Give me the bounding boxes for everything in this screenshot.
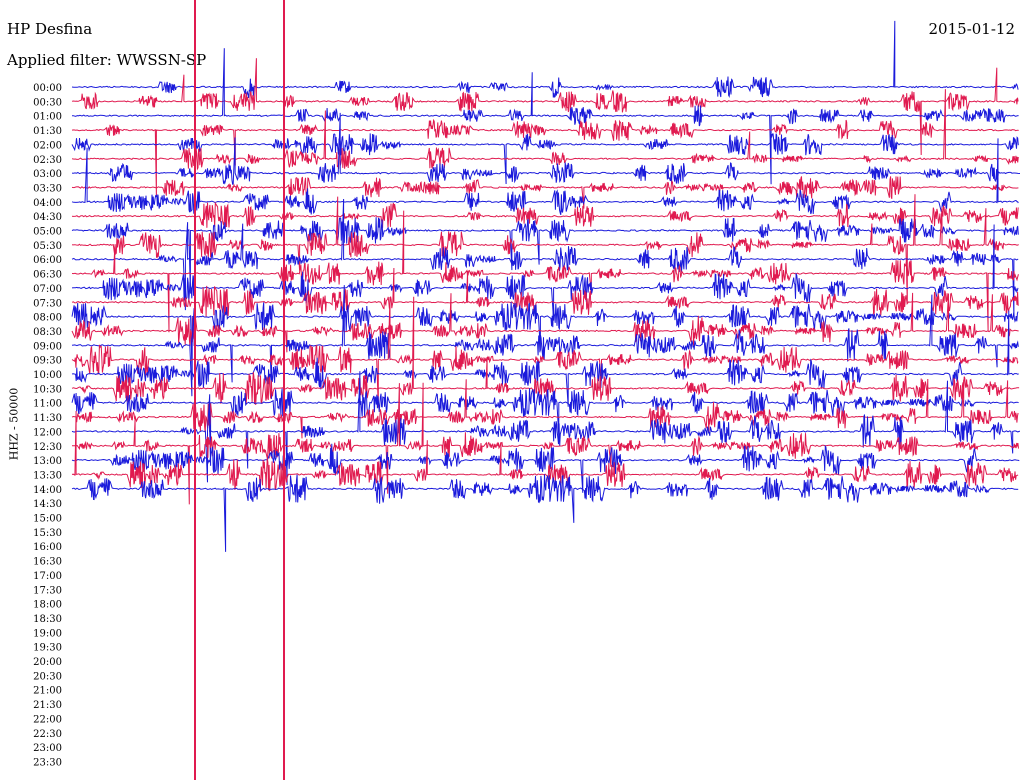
trace-row-0800 — [71, 302, 1019, 380]
trace-row-0130 — [71, 118, 1019, 197]
row-label-0230: 02:30 — [33, 155, 62, 166]
trace-row-0500 — [71, 217, 1019, 294]
row-label-1000: 10:00 — [33, 370, 62, 381]
trace-row-1230 — [71, 382, 1019, 505]
trace-row-0030 — [71, 58, 1019, 156]
trace-row-1400 — [71, 474, 1019, 552]
row-label-0730: 07:30 — [33, 298, 62, 309]
trace-row-0200 — [71, 133, 1019, 185]
row-label-1930: 19:30 — [33, 643, 62, 654]
row-label-1630: 16:30 — [33, 557, 62, 568]
row-label-0930: 09:30 — [33, 356, 62, 367]
row-label-2000: 20:00 — [33, 657, 62, 668]
row-label-1200: 12:00 — [33, 427, 62, 438]
row-label-0000: 00:00 — [33, 83, 62, 94]
row-label-1430: 14:30 — [33, 499, 62, 510]
trace-row-0630 — [71, 210, 1019, 333]
row-label-0800: 08:00 — [33, 313, 62, 324]
row-label-1330: 13:30 — [33, 470, 62, 481]
row-label-1400: 14:00 — [33, 485, 62, 496]
row-label-1530: 15:30 — [33, 528, 62, 539]
date-label: 2015-01-12 — [928, 20, 1015, 38]
trace-row-0430 — [71, 201, 1019, 228]
row-label-1600: 16:00 — [33, 542, 62, 553]
row-label-0200: 02:00 — [33, 140, 62, 151]
row-label-1230: 12:30 — [33, 442, 62, 453]
trace-row-0300 — [71, 112, 1021, 185]
trace-row-1030 — [71, 354, 1020, 406]
trace-row-1200 — [71, 371, 1021, 486]
row-label-1730: 17:30 — [33, 585, 62, 596]
row-label-0330: 03:30 — [33, 183, 62, 194]
trace-row-0100 — [72, 48, 1019, 185]
row-label-0630: 06:30 — [33, 270, 62, 281]
row-label-1500: 15:00 — [33, 514, 62, 525]
trace-row-0330 — [71, 176, 1019, 209]
row-label-0130: 01:30 — [33, 126, 62, 137]
row-label-0830: 08:30 — [33, 327, 62, 338]
row-label-0030: 00:30 — [33, 97, 62, 108]
row-label-1700: 17:00 — [33, 571, 62, 582]
row-label-2330: 23:30 — [33, 757, 62, 768]
row-label-0430: 04:30 — [33, 212, 62, 223]
trace-row-0900 — [71, 285, 1019, 399]
row-label-0530: 05:30 — [33, 241, 62, 252]
row-label-2100: 21:00 — [33, 686, 62, 697]
trace-row-0700 — [71, 224, 1019, 321]
row-label-1830: 18:30 — [33, 614, 62, 625]
trace-row-0400 — [71, 138, 1019, 216]
row-label-2230: 22:30 — [33, 729, 62, 740]
row-label-0700: 07:00 — [33, 284, 62, 295]
station-title: HP Desfina — [7, 20, 93, 38]
row-label-2300: 23:00 — [33, 743, 62, 754]
row-label-1130: 11:30 — [33, 413, 62, 424]
row-label-0300: 03:00 — [33, 169, 62, 180]
row-label-1100: 11:00 — [33, 399, 62, 410]
row-label-0900: 09:00 — [33, 341, 62, 352]
row-label-1800: 18:00 — [33, 600, 62, 611]
row-label-2200: 22:00 — [33, 714, 62, 725]
trace-row-1330 — [71, 410, 1019, 492]
trace-row-1100 — [71, 388, 1019, 466]
trace-row-1130 — [71, 378, 1019, 439]
trace-row-0530 — [71, 194, 1019, 304]
filter-label: Applied filter: WWSSN-SP — [7, 51, 207, 69]
row-label-2030: 20:30 — [33, 671, 62, 682]
trace-row-0600 — [71, 198, 1019, 317]
trace-row-0230 — [71, 89, 1019, 171]
trace-row-0930 — [71, 296, 1019, 408]
row-label-0600: 06:00 — [33, 255, 62, 266]
row-label-1030: 10:30 — [33, 384, 62, 395]
trace-row-0730 — [71, 267, 1019, 317]
row-label-0100: 01:00 — [33, 112, 62, 123]
trace-row-0000 — [71, 20, 1019, 99]
row-label-0500: 05:00 — [33, 227, 62, 238]
trace-row-0830 — [71, 292, 1019, 353]
row-label-2130: 21:30 — [33, 700, 62, 711]
row-label-1900: 19:00 — [33, 628, 62, 639]
row-label-1300: 13:00 — [33, 456, 62, 467]
row-label-0400: 04:00 — [33, 198, 62, 209]
trace-row-1300 — [71, 443, 1020, 493]
